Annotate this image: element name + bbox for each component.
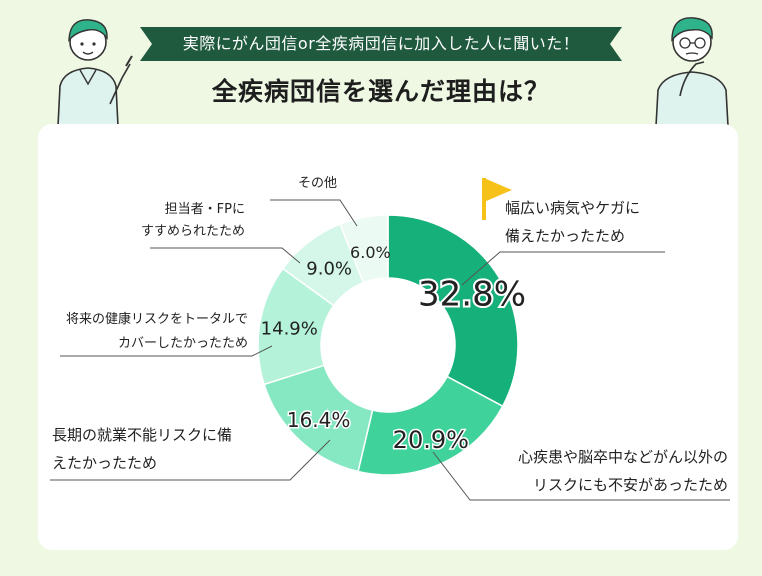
category-label-6-line-1: その他 [298,176,337,191]
banner-text: 実際にがん団信or全疾病団信に加入した人に聞いた！ [182,34,580,53]
value-label-1: 32.8% [418,275,526,315]
category-label-5-line-2: すすめられたため [141,224,245,239]
page-title: 全疾病団信を選んだ理由は？ [211,77,550,106]
category-label-2-line-1: 心疾患や脳卒中などがん以外の [518,448,728,466]
value-label-2: 20.9% [393,426,469,454]
person-right-illustration [655,17,729,126]
flag-icon [482,178,512,220]
leader-line-5 [150,247,301,264]
category-label-1-line-1: 幅広い病気やケガに [505,199,640,217]
donut-slice-2 [357,375,504,476]
category-label-3-line-1: 長期の就業不能リスクに備 [52,426,232,444]
leader-line-4 [60,345,273,357]
chart-card [38,124,738,550]
header-banner: 実際にがん団信or全疾病団信に加入した人に聞いた！ [140,27,622,61]
value-label-3: 16.4% [287,408,351,432]
value-label-6: 6.0% [350,243,391,262]
category-label-1-line-2: 備えたかったため [505,227,625,245]
category-label-2-line-2: リスクにも不安があったため [533,476,728,494]
leader-line-2 [432,451,730,501]
leader-line-6 [270,199,358,227]
leader-line-1 [461,251,665,286]
category-label-4-line-1: 将来の健康リスクをトータルで [66,311,248,327]
donut-slice-1 [387,214,519,408]
value-label-4: 14.9% [261,319,318,340]
category-label-5-line-1: 担当者・FPに [165,202,245,217]
value-label-5: 9.0% [306,259,352,280]
banner-ribbon [140,27,622,61]
category-label-3-line-2: えたかったため [52,454,157,472]
leader-line-3 [50,439,331,481]
category-label-4-line-2: カバーしたかったため [118,336,248,351]
person-left-illustration [57,19,133,126]
